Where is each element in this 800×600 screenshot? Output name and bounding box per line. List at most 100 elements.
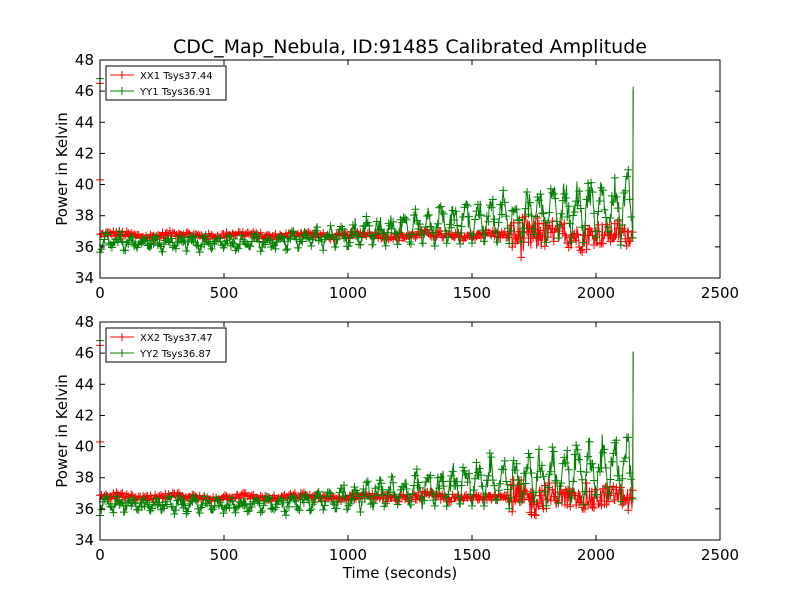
data-point-marker [570,450,579,459]
data-point-marker [182,509,191,518]
data-point-marker [408,489,417,498]
y-tick-label: 40 [75,176,94,194]
data-point-marker [506,480,515,489]
legend: XX2 Tsys37.47 YY2 Tsys36.87 [105,327,227,363]
data-point-marker [264,234,273,243]
data-point-marker [457,481,466,490]
data-point-marker [402,485,411,494]
data-point-marker [240,501,249,510]
data-point-marker [560,219,569,228]
data-point-marker [527,211,536,220]
data-point-marker [176,231,185,240]
data-point-marker [130,495,139,504]
data-point-marker [622,172,631,181]
data-point-marker [277,494,286,503]
data-point-marker [539,209,548,218]
data-point-marker [429,496,438,505]
data-point-marker [171,506,180,515]
x-tick-label: 2000 [577,284,615,302]
data-point-marker [592,227,601,236]
data-point-marker [493,238,502,247]
data-point-marker [204,496,213,505]
data-point-marker [118,237,127,246]
series-line [99,86,634,256]
x-tick-label: 500 [210,546,239,564]
data-point-marker [534,196,543,205]
data-point-marker [481,489,490,498]
data-point-marker [378,229,387,238]
data-point-marker [607,234,616,243]
data-point-marker [326,489,335,498]
data-point-marker [606,475,615,484]
data-point-marker [494,218,503,227]
data-point-marker [191,233,200,242]
data-point-marker [347,495,356,504]
data-point-marker [183,507,192,516]
data-point-marker [432,223,441,232]
data-point-marker [192,496,201,505]
y-tick-label: 36 [75,238,94,256]
data-point-marker [579,500,588,509]
data-point-marker [552,476,561,485]
data-point-marker [377,225,386,234]
data-point-marker [282,511,290,520]
data-point-marker [299,498,308,507]
data-point-marker [604,497,613,506]
data-point-marker [296,491,305,500]
y-tick-label: 34 [75,269,94,287]
data-point-marker [537,208,546,217]
data-point-marker [601,482,610,491]
data-point-marker [344,242,353,251]
data-point-marker [624,227,633,236]
y-axis-label: Power in Kelvin [53,112,71,226]
data-point-marker [607,191,616,200]
data-point-marker [357,233,366,242]
data-point-marker [320,501,329,510]
data-point-marker [624,433,633,442]
data-point-marker [603,483,612,492]
data-point-marker [496,200,505,209]
data-point-marker [472,458,481,467]
data-point-marker [487,203,496,212]
data-point-marker [304,233,313,242]
data-point-marker [598,239,607,248]
data-point-marker [162,500,171,509]
data-point-marker [576,246,585,255]
data-point-marker [305,506,314,515]
data-point-marker [307,241,316,250]
data-point-marker [159,240,168,249]
data-point-marker [582,195,591,204]
data-point-marker [354,492,363,501]
data-point-marker [566,219,575,228]
data-point-marker [255,499,264,508]
data-point-marker [578,248,587,257]
data-point-marker [518,228,527,237]
data-point-marker [609,198,618,207]
x-tick-label: 0 [95,546,105,564]
data-point-marker [526,508,535,517]
data-point-marker [616,241,625,250]
data-point-marker [293,243,302,252]
data-point-marker [295,506,304,515]
data-point-marker [356,508,365,517]
data-point-marker [457,222,466,231]
data-point-marker [155,238,164,247]
data-point-marker [481,230,490,239]
data-point-marker [133,243,142,252]
data-point-marker [414,224,423,233]
data-point-marker [371,230,380,239]
legend-swatch-marker [118,333,126,341]
data-point-marker [465,212,474,221]
data-point-marker [472,207,481,216]
data-point-marker [555,221,564,230]
data-point-marker [604,227,613,236]
data-point-marker [436,202,445,211]
data-point-marker [536,226,545,235]
data-point-marker [521,479,530,488]
data-point-marker [542,238,551,247]
data-point-marker [124,240,133,249]
data-point-marker [176,495,185,504]
data-point-marker [411,471,420,480]
data-point-marker [607,457,616,466]
data-point-marker [332,235,341,244]
